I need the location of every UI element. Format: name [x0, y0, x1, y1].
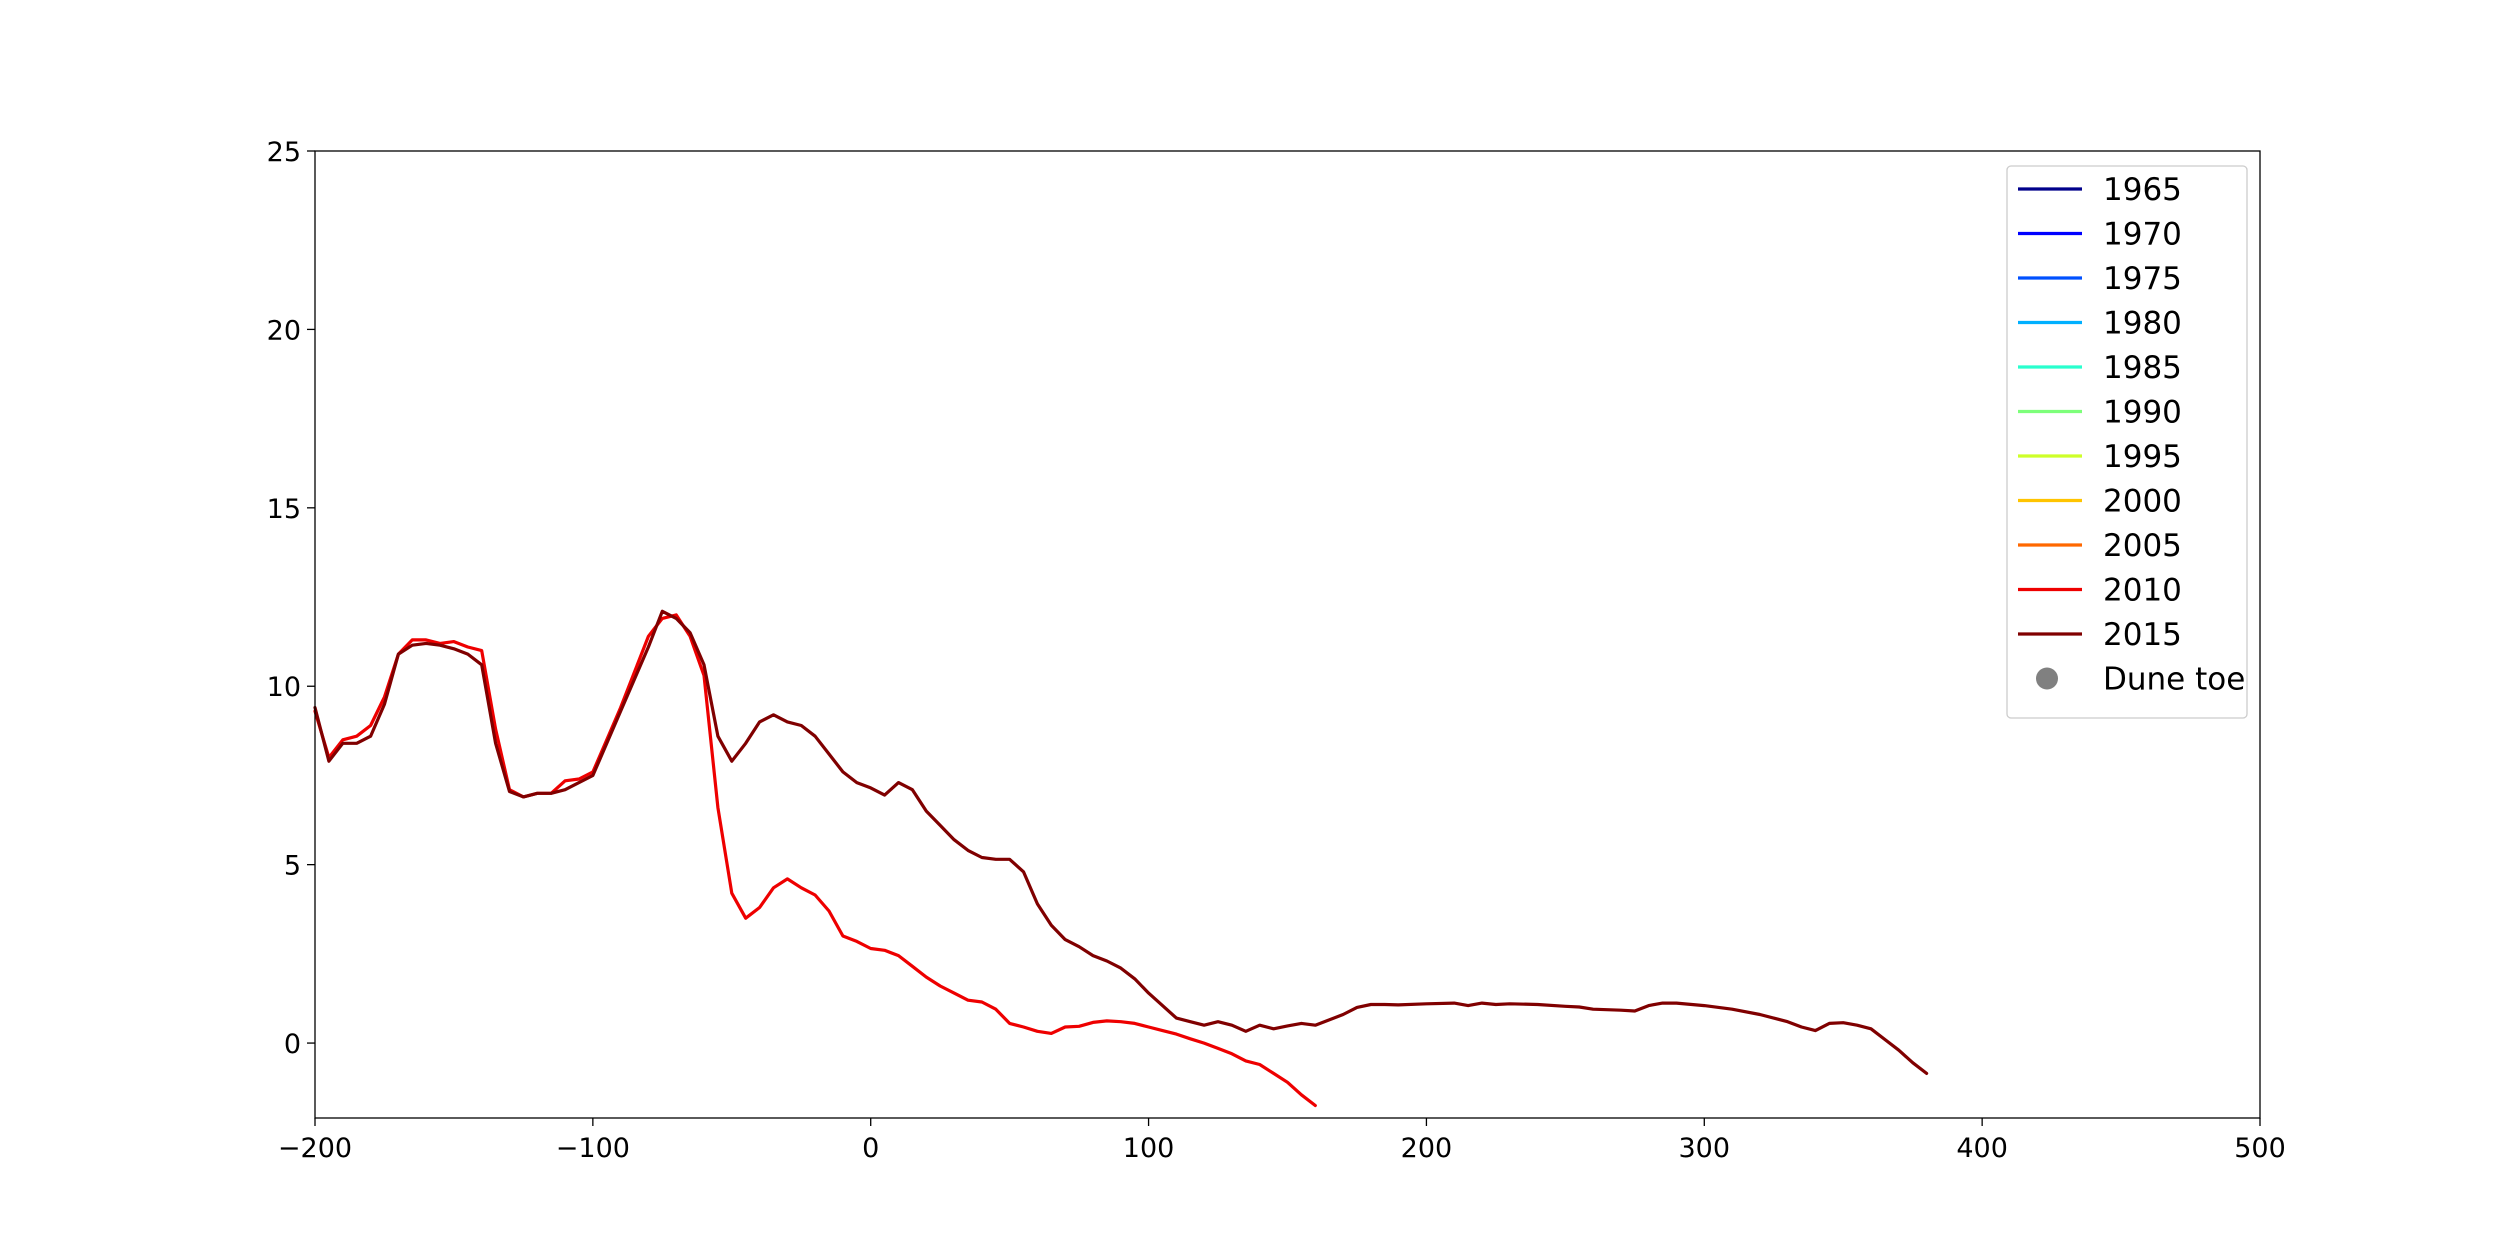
legend-label: 1980: [2103, 306, 2182, 342]
legend-label: 1965: [2103, 172, 2182, 208]
x-tick-label: 500: [2234, 1133, 2286, 1164]
series-line-2010: [313, 613, 1317, 1108]
y-axis: 0 5 10 15 20 25: [267, 137, 315, 1060]
legend-label: Dune toe: [2103, 662, 2245, 698]
legend-label: 1990: [2103, 395, 2182, 431]
legend: 1965 1970 1975 1980 1985 1990 1995 2000 2005 2010…: [2006, 165, 2248, 719]
x-axis: −200 −100 0 100 200 300 400 500: [278, 1118, 2286, 1164]
y-tick-label: 20: [267, 315, 301, 346]
y-tick-label: 5: [284, 851, 301, 882]
legend-label: 1970: [2103, 217, 2182, 253]
x-tick-label: 0: [862, 1133, 879, 1164]
legend-label: 1975: [2103, 261, 2182, 297]
legend-label: 1985: [2103, 350, 2182, 386]
x-tick-label: 400: [1956, 1133, 2008, 1164]
x-tick-label: −100: [556, 1133, 630, 1164]
y-tick-label: 0: [284, 1029, 301, 1060]
legend-label: 2015: [2103, 617, 2182, 653]
plot-area-frame: [314, 150, 2261, 1119]
legend-label: 1995: [2103, 439, 2182, 475]
legend-label: 2010: [2103, 573, 2182, 609]
legend-label: 2005: [2103, 528, 2182, 564]
x-tick-label: 300: [1679, 1133, 1731, 1164]
legend-box: [2006, 165, 2248, 719]
series-layer: [313, 609, 1929, 1108]
x-tick-label: 200: [1401, 1133, 1453, 1164]
x-tick-label: −200: [278, 1133, 352, 1164]
series-line-2015: [313, 609, 1929, 1075]
x-tick-label: 100: [1123, 1133, 1175, 1164]
y-tick-label: 10: [267, 672, 301, 703]
y-tick-label: 15: [267, 494, 301, 525]
legend-label: 2000: [2103, 484, 2182, 520]
legend-marker-dune-toe: [2036, 667, 2058, 690]
y-tick-label: 25: [267, 137, 301, 168]
